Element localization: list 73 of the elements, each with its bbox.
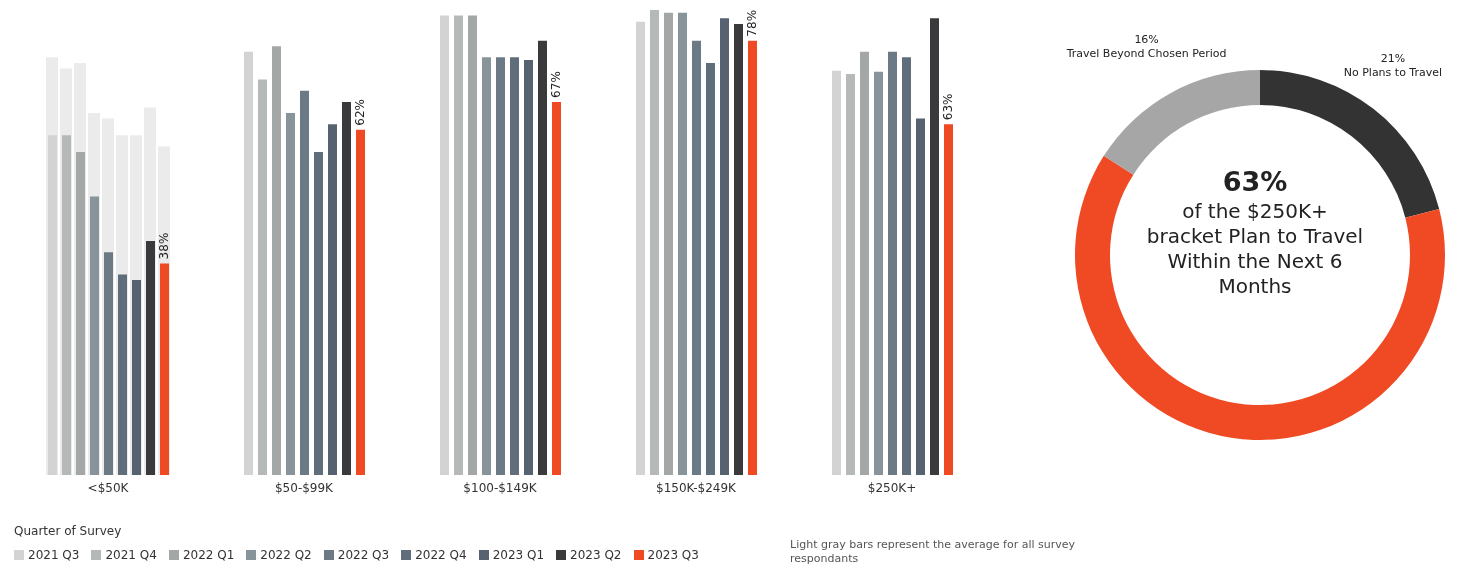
bar — [888, 51, 897, 475]
bar — [692, 40, 701, 475]
legend-title: Quarter of Survey — [14, 524, 122, 538]
bar — [832, 70, 841, 475]
x-tick-label: $150K-$249K — [656, 480, 738, 495]
data-label: 16% — [1134, 32, 1159, 46]
bar — [342, 101, 351, 475]
bar — [720, 18, 729, 475]
legend-label: 2021 Q4 — [105, 548, 157, 562]
bar — [132, 280, 141, 475]
bar — [104, 252, 113, 475]
bar — [468, 15, 477, 475]
bar — [272, 46, 281, 475]
bar — [244, 51, 253, 475]
bar — [62, 135, 71, 475]
bar — [454, 15, 463, 475]
legend-label: 2023 Q2 — [570, 548, 622, 562]
bar — [944, 124, 953, 475]
data-label: 67% — [549, 71, 564, 98]
legend-label: 2023 Q3 — [647, 548, 699, 562]
bar — [286, 113, 295, 475]
data-label: 38% — [157, 232, 172, 260]
bar — [356, 129, 365, 475]
bar — [706, 62, 715, 475]
bar — [160, 263, 169, 475]
legend-label: 2022 Q1 — [182, 548, 235, 562]
slice-label: No Plans to Travel — [1343, 66, 1443, 80]
bar — [734, 23, 743, 475]
bar — [636, 21, 645, 475]
x-tick-label: $250K+ — [867, 480, 917, 495]
legend-label: 2022 Q3 — [337, 548, 390, 562]
data-label: 63% — [941, 93, 956, 121]
bar — [258, 79, 267, 475]
bar — [300, 90, 309, 475]
bar — [510, 57, 519, 475]
bar — [76, 152, 85, 475]
bar — [524, 60, 533, 475]
slice-label: Travel Beyond Chosen Period — [1065, 46, 1227, 60]
text: of the $250K+ bracket Plan to Travel Within the Next 6 Months — [1145, 199, 1365, 299]
data-label: 62% — [353, 99, 368, 126]
bar — [664, 12, 673, 475]
text: 63% — [1221, 165, 1289, 199]
text: Light gray bars represent the average for all survey respondants — [790, 538, 1077, 566]
bar — [48, 135, 57, 475]
x-tick-label: $100-$149K — [463, 480, 538, 495]
bar — [916, 118, 925, 475]
donut-slice — [1075, 155, 1445, 440]
bar — [902, 57, 911, 475]
legend-label: 2023 Q1 — [492, 548, 545, 562]
bar — [482, 57, 491, 475]
bar — [874, 71, 883, 475]
bar — [538, 40, 547, 475]
bar — [118, 274, 127, 475]
bar — [440, 15, 449, 475]
bar — [552, 101, 561, 475]
x-tick-label: <$50K — [87, 480, 130, 495]
legend-label: 2022 Q2 — [260, 548, 312, 562]
bar — [496, 57, 505, 475]
bar — [328, 124, 337, 475]
bar — [650, 10, 659, 475]
bar — [846, 74, 855, 475]
data-label: 21% — [1380, 52, 1406, 66]
legend-label: 2022 Q4 — [415, 548, 467, 562]
bar — [860, 51, 869, 475]
bar — [90, 196, 99, 475]
bar — [748, 40, 757, 475]
bar — [314, 152, 323, 475]
legend-label: 2021 Q3 — [28, 548, 80, 562]
bar — [678, 12, 687, 475]
bar — [146, 241, 155, 475]
data-label: 78% — [745, 9, 760, 37]
x-tick-label: $50-$99K — [274, 480, 335, 495]
bar — [930, 18, 939, 475]
